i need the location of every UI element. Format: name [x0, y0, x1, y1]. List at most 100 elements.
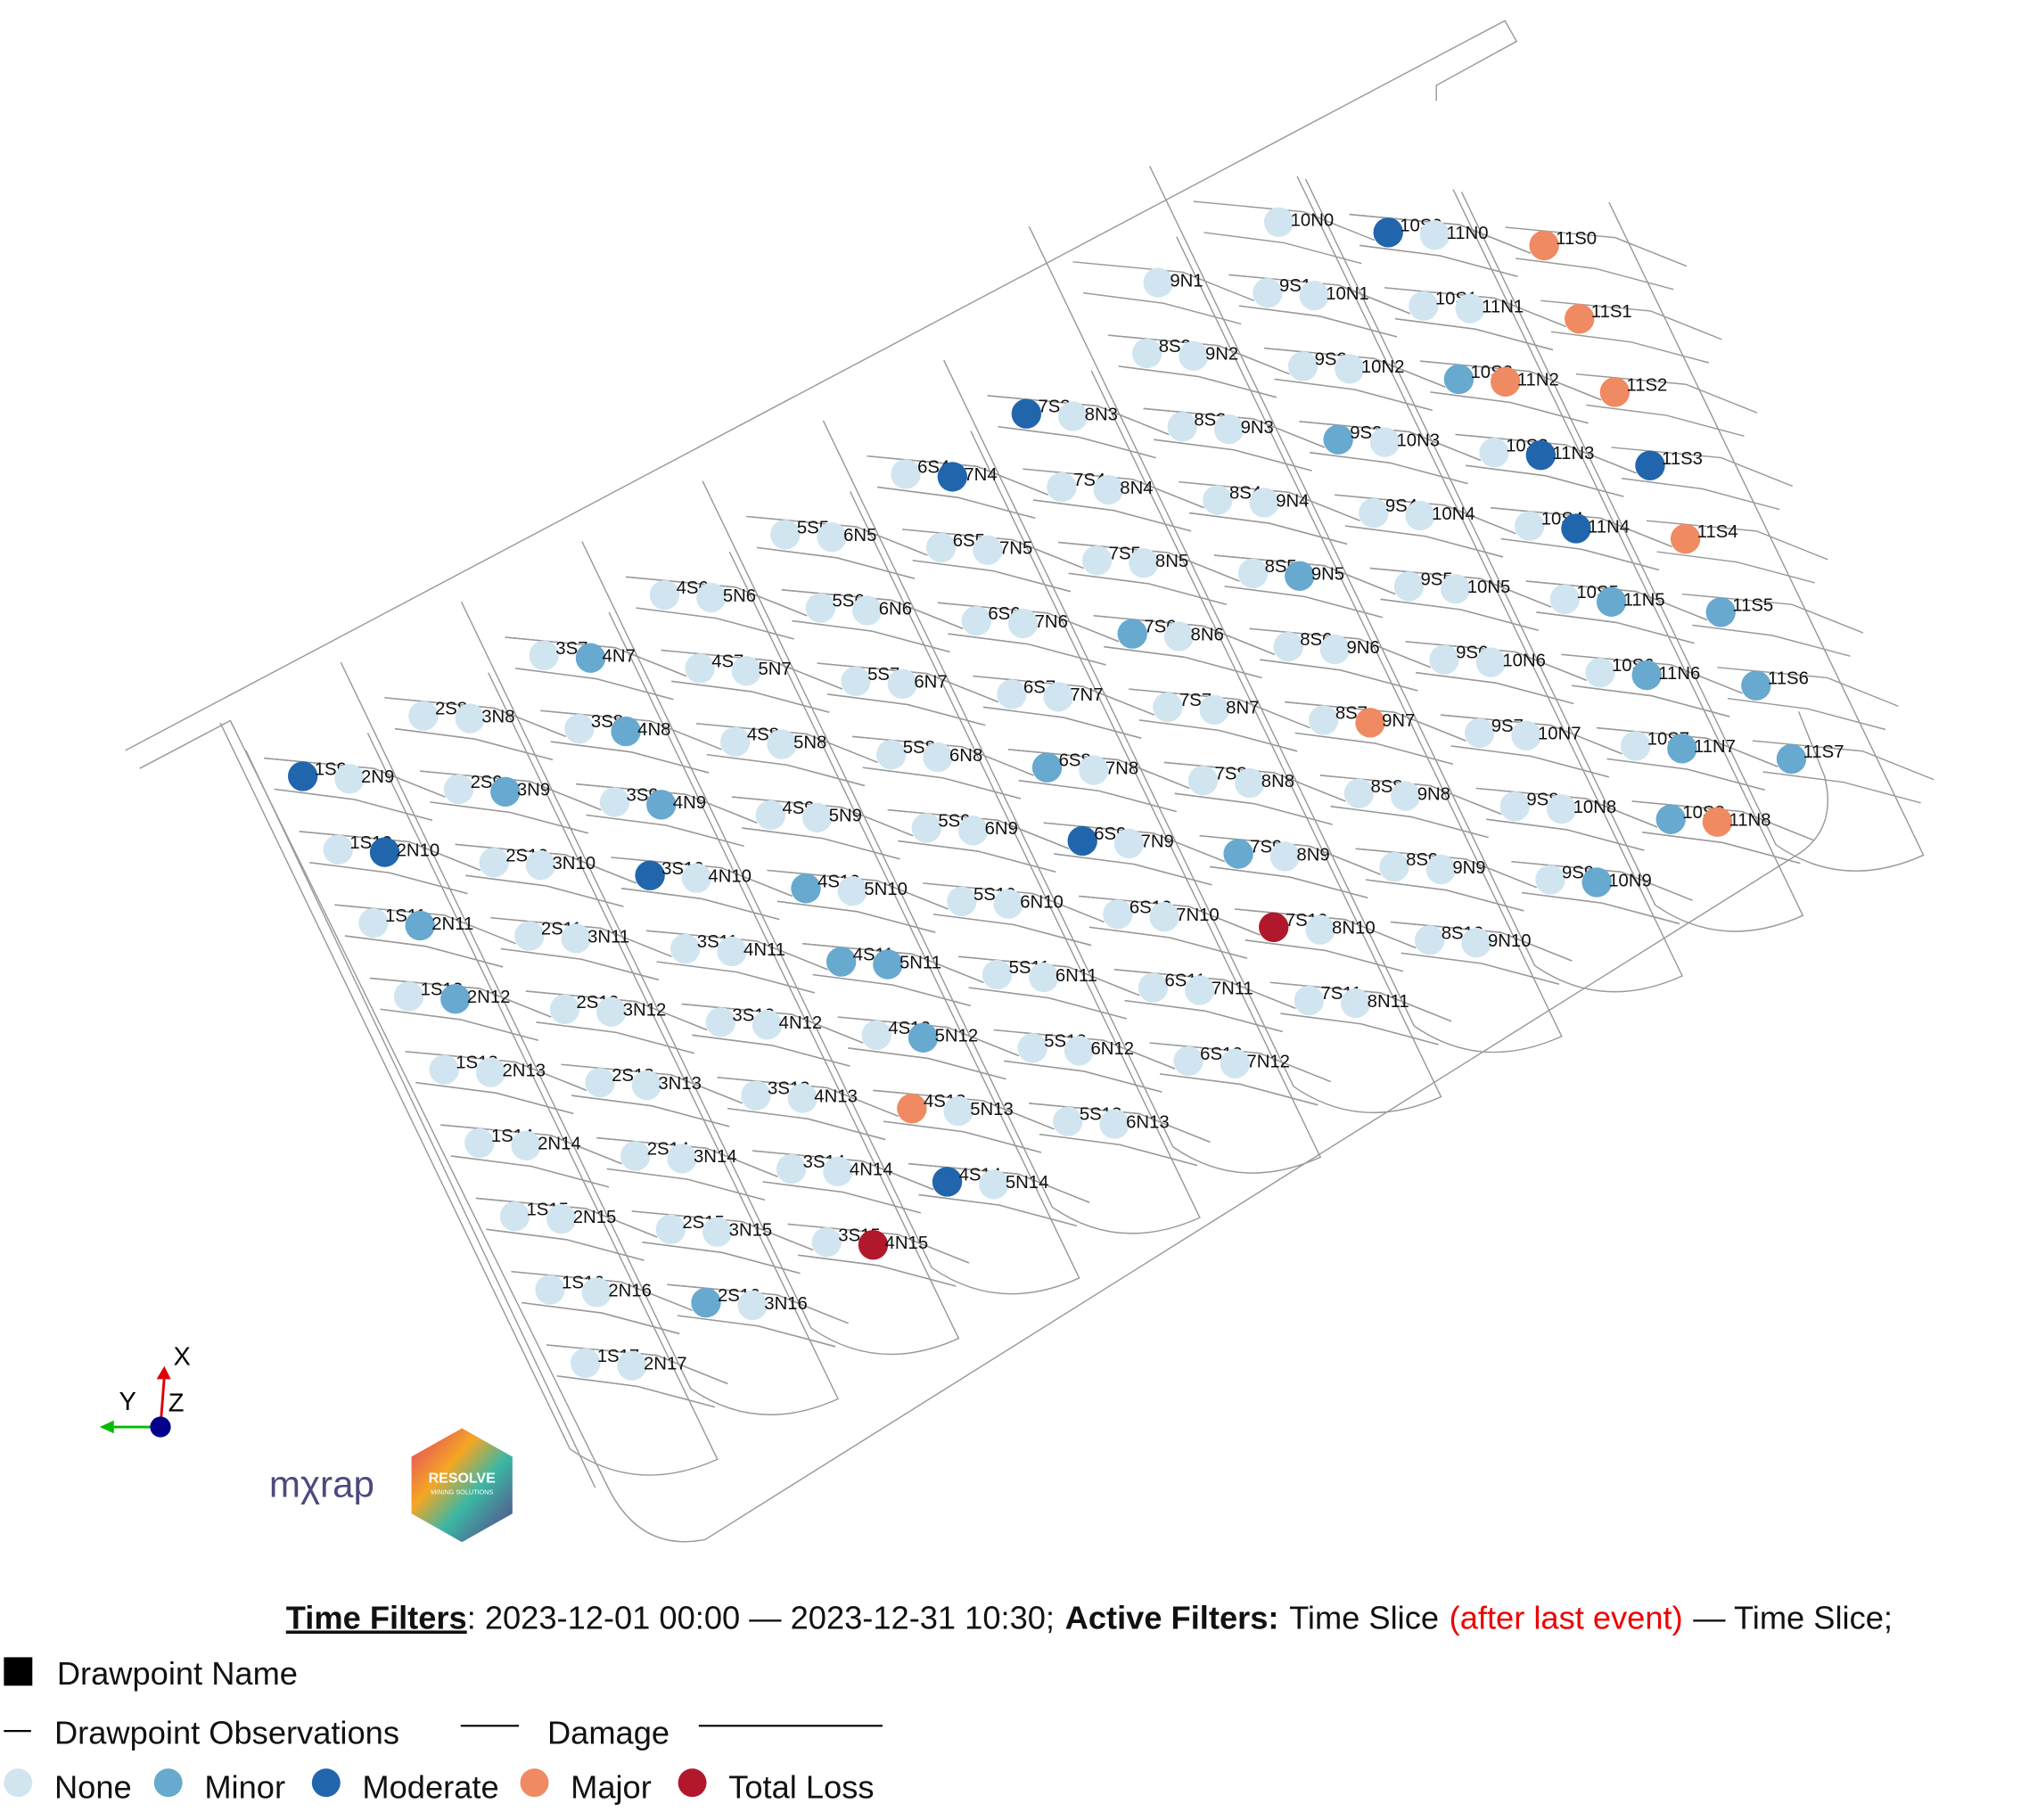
drawbell-line — [550, 741, 710, 774]
drawbell-line — [621, 888, 780, 921]
drawpoint-marker — [1776, 743, 1807, 775]
drawpoint-label: 2N14 — [538, 1135, 581, 1154]
drawpoint-marker — [408, 701, 439, 731]
legend-label: Minor — [204, 1769, 285, 1806]
drawpoint-marker — [947, 886, 977, 916]
drawpoint-label: 3N16 — [764, 1294, 808, 1314]
drawbell-line — [671, 680, 830, 713]
drawbell-line — [656, 961, 816, 994]
drawpoint-marker — [1705, 597, 1736, 627]
drawpoint-marker — [1185, 975, 1215, 1005]
drawbell-line — [1104, 645, 1262, 679]
drawbell-line — [706, 753, 866, 787]
drawbell-line — [1260, 659, 1418, 692]
drawbell-line — [1330, 806, 1489, 839]
drawbell-line — [1032, 499, 1192, 532]
drawbell-line — [642, 1242, 801, 1275]
drawpoint-marker — [1259, 912, 1289, 942]
drawbell-line — [274, 788, 433, 821]
drawbell-line — [586, 814, 744, 847]
drawbell-line — [1280, 1012, 1439, 1045]
drawbell-line — [1118, 365, 1277, 398]
drawbell-line — [536, 1021, 694, 1054]
drawbell-line — [706, 753, 866, 787]
drawpoint-marker — [858, 1229, 889, 1260]
drawpoint-marker — [1029, 962, 1059, 993]
drawpoint-label: 8N7 — [1226, 699, 1259, 718]
drawbell-line — [1088, 926, 1248, 959]
drawpoint-marker — [1440, 574, 1471, 604]
outer-drive — [139, 711, 1828, 1543]
drawbell-line — [1486, 818, 1645, 851]
drawpoint-marker — [475, 1057, 506, 1087]
drawpoint-label: 7N5 — [999, 539, 1032, 559]
drawbell-line — [415, 1081, 574, 1115]
drawpoint-marker — [787, 1083, 817, 1113]
drawbell-line — [1330, 806, 1489, 839]
drawpoint-label: 2N9 — [361, 767, 394, 787]
drawpoint-marker — [705, 1007, 736, 1037]
legend-label: Major — [571, 1769, 652, 1806]
drawbell-line — [862, 767, 1022, 799]
drawpoint-marker — [1031, 752, 1063, 783]
drawpoint-marker — [1057, 401, 1088, 431]
drawpoint-marker — [599, 787, 630, 817]
drawbell-line — [848, 1047, 1006, 1080]
drawbell-line — [621, 888, 780, 921]
drawpoint-marker — [670, 933, 701, 964]
z-origin — [150, 1416, 171, 1438]
drawbell-line — [1430, 391, 1589, 424]
drawbell-line — [486, 1228, 645, 1261]
drawpoint-label: 3N8 — [481, 707, 514, 726]
drawpoint-label: 8N11 — [1368, 992, 1409, 1012]
drawpoint-label: 5N8 — [793, 733, 826, 752]
drawbell-line — [430, 801, 588, 834]
drawbell-line — [677, 1315, 836, 1348]
drawpoint-marker — [1702, 807, 1733, 837]
drawpoint-label: 2N12 — [467, 988, 511, 1007]
drawbell-line — [465, 874, 624, 907]
drawpoint-label: 3N15 — [729, 1220, 773, 1240]
drawbell-line — [465, 874, 624, 907]
drawpoint-label: 6N11 — [1056, 966, 1097, 986]
drawpoint-label: 6N10 — [1020, 893, 1064, 913]
drawbell-line — [430, 801, 588, 834]
drawpoint-marker — [805, 593, 836, 623]
legend-swatch — [153, 1768, 183, 1798]
drawbell-line — [756, 546, 916, 579]
drawpoint-marker — [1461, 928, 1491, 958]
drawbell-line — [309, 862, 468, 895]
drawpoint-marker — [1237, 558, 1269, 589]
drawpoint-label: 7N7 — [1070, 685, 1103, 705]
drawbell-line — [636, 607, 794, 640]
drawpoint-label: 9N1 — [1170, 271, 1203, 291]
x-label: X — [174, 1342, 191, 1371]
drawpoint-label: 3N14 — [694, 1147, 737, 1167]
drawpoint-marker — [979, 1169, 1009, 1200]
drawpoint-label: 5N12 — [935, 1027, 979, 1046]
drawpoint-marker — [564, 713, 595, 744]
pillar-outline — [1028, 225, 1563, 1053]
drawpoint-marker — [1309, 705, 1339, 735]
drawbell-line — [792, 619, 950, 653]
drawpoint-marker — [1443, 364, 1475, 395]
drawpoint-marker — [1179, 340, 1209, 372]
drawpoint-marker — [755, 799, 786, 831]
drawpoint-label: 9N5 — [1311, 565, 1344, 585]
drawpoint-marker — [1340, 988, 1371, 1019]
drawpoint-label: 11N4 — [1588, 517, 1630, 537]
drawpoint-marker — [1535, 865, 1565, 895]
drawbell-line — [1344, 525, 1504, 558]
drawpoint-marker — [646, 790, 677, 820]
x-arrowhead — [156, 1365, 171, 1380]
drawpoint-marker — [875, 739, 907, 770]
drawbell-line — [1154, 439, 1312, 471]
drawbell-line — [1072, 261, 1254, 302]
drawpoint-label: 10N7 — [1538, 725, 1581, 744]
drawpoint-marker — [1655, 804, 1686, 834]
drawbell-line — [1621, 478, 1780, 511]
drawbell-line — [742, 827, 900, 860]
resolve-logo: RESOLVE — [429, 1471, 496, 1486]
pillar-outline — [340, 661, 840, 1415]
drawpoint-marker — [1429, 644, 1459, 675]
